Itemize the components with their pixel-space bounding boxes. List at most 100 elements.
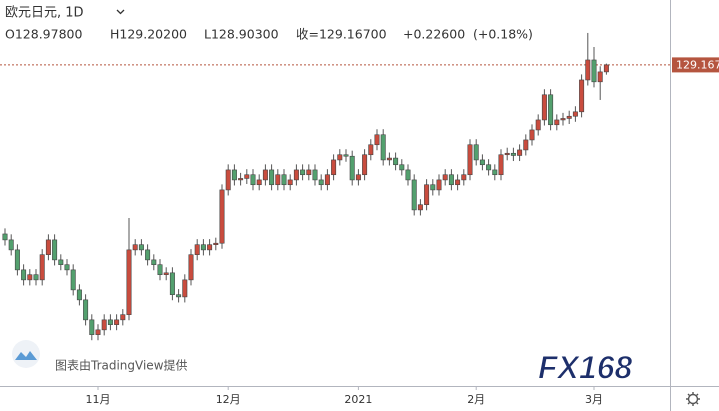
candle-body <box>169 272 175 295</box>
candle-body <box>504 152 510 156</box>
candle-body <box>510 152 516 156</box>
candle-body <box>436 179 442 191</box>
candle-body <box>207 244 213 251</box>
candle-body <box>380 134 386 161</box>
candle-body <box>39 254 45 281</box>
candle-body <box>225 169 231 191</box>
candle-body <box>579 79 585 113</box>
candle-body <box>492 169 498 176</box>
candle-body <box>213 242 219 245</box>
candle-body <box>572 111 578 117</box>
candle-body <box>386 157 392 161</box>
candle-body <box>554 119 560 126</box>
candle-body <box>467 144 473 176</box>
candle-body <box>8 239 14 251</box>
candle-body <box>312 169 318 181</box>
candle-body <box>368 144 374 156</box>
last-price-tag <box>672 57 719 73</box>
candle-body <box>231 169 237 181</box>
candle-body <box>89 319 95 335</box>
watermark-icon <box>12 340 40 368</box>
candle-body <box>151 259 157 265</box>
candle-body <box>194 244 200 255</box>
candle-body <box>188 254 194 281</box>
candle-body <box>424 184 430 206</box>
candle-body <box>430 184 436 191</box>
logo: FX168 <box>538 349 632 385</box>
candle-body <box>21 269 27 281</box>
candle-body <box>107 319 113 325</box>
candle-body <box>448 174 454 186</box>
settings-icon[interactable] <box>686 392 700 406</box>
candle-body <box>101 319 107 331</box>
x-tick-label: 12月 <box>216 393 241 406</box>
candle-body <box>306 169 312 176</box>
last-price-label: 129.167 <box>676 58 719 71</box>
interval-dropdown[interactable] <box>116 9 125 15</box>
candle-body <box>411 179 417 211</box>
candle-body <box>318 179 324 186</box>
x-tick-label: 2021 <box>344 393 372 406</box>
candle-body <box>250 174 256 186</box>
candle-body <box>560 118 566 121</box>
candle-body <box>479 159 485 166</box>
candle-body <box>52 239 58 261</box>
candle-body <box>126 249 132 315</box>
candle-body <box>120 314 126 321</box>
candle-body <box>362 154 368 176</box>
candle-body <box>2 233 8 241</box>
candle-body <box>374 134 380 146</box>
candle-body <box>548 94 554 126</box>
candle-body <box>14 249 20 271</box>
candle-body <box>405 169 411 181</box>
watermark: 图表由TradingView提供 <box>55 358 188 373</box>
candle-body <box>541 94 547 121</box>
candle-body <box>281 174 287 186</box>
candle-body <box>27 274 33 281</box>
header-low: L128.90300 <box>204 27 279 42</box>
candle-body <box>95 329 101 335</box>
candle-body <box>45 239 51 255</box>
candle-body <box>269 169 275 186</box>
candle-body <box>70 269 76 291</box>
candle-body <box>442 174 448 181</box>
candle-body <box>417 204 423 211</box>
candle-body <box>337 154 343 161</box>
candle-body <box>182 279 188 298</box>
candle-body <box>114 319 120 325</box>
candle-body <box>200 244 206 251</box>
candle-body <box>393 157 399 166</box>
header-change-pct: (+0.18%) <box>473 27 533 42</box>
candle-body <box>33 274 39 281</box>
candle-body <box>83 299 89 321</box>
candle-body <box>64 264 70 271</box>
x-tick-label: 11月 <box>86 393 111 406</box>
symbol-title[interactable]: 欧元日元, 1D <box>5 6 84 21</box>
x-tick-label: 2月 <box>467 393 485 406</box>
header-open: O128.97800 <box>5 27 82 42</box>
candle-body <box>58 259 64 265</box>
candle-body <box>132 244 138 251</box>
candle-body <box>244 174 250 179</box>
candle-body <box>473 144 479 161</box>
candle-body <box>585 59 591 81</box>
candle-body <box>324 174 330 186</box>
candle-body <box>566 115 572 119</box>
candle-body <box>523 139 529 151</box>
plot <box>0 32 670 341</box>
candle-body <box>486 164 492 171</box>
candle-body <box>262 169 268 181</box>
x-tick-label: 3月 <box>585 393 603 406</box>
candle-body <box>76 289 82 301</box>
candle-body <box>287 179 293 186</box>
candle-body <box>517 149 523 156</box>
candle-body <box>138 244 144 251</box>
candle-body <box>597 71 603 83</box>
candle-body <box>461 174 467 181</box>
header-high: H129.20200 <box>110 27 187 42</box>
candle-body <box>343 154 349 157</box>
candle-body <box>603 64 609 73</box>
candle-body <box>300 169 306 176</box>
